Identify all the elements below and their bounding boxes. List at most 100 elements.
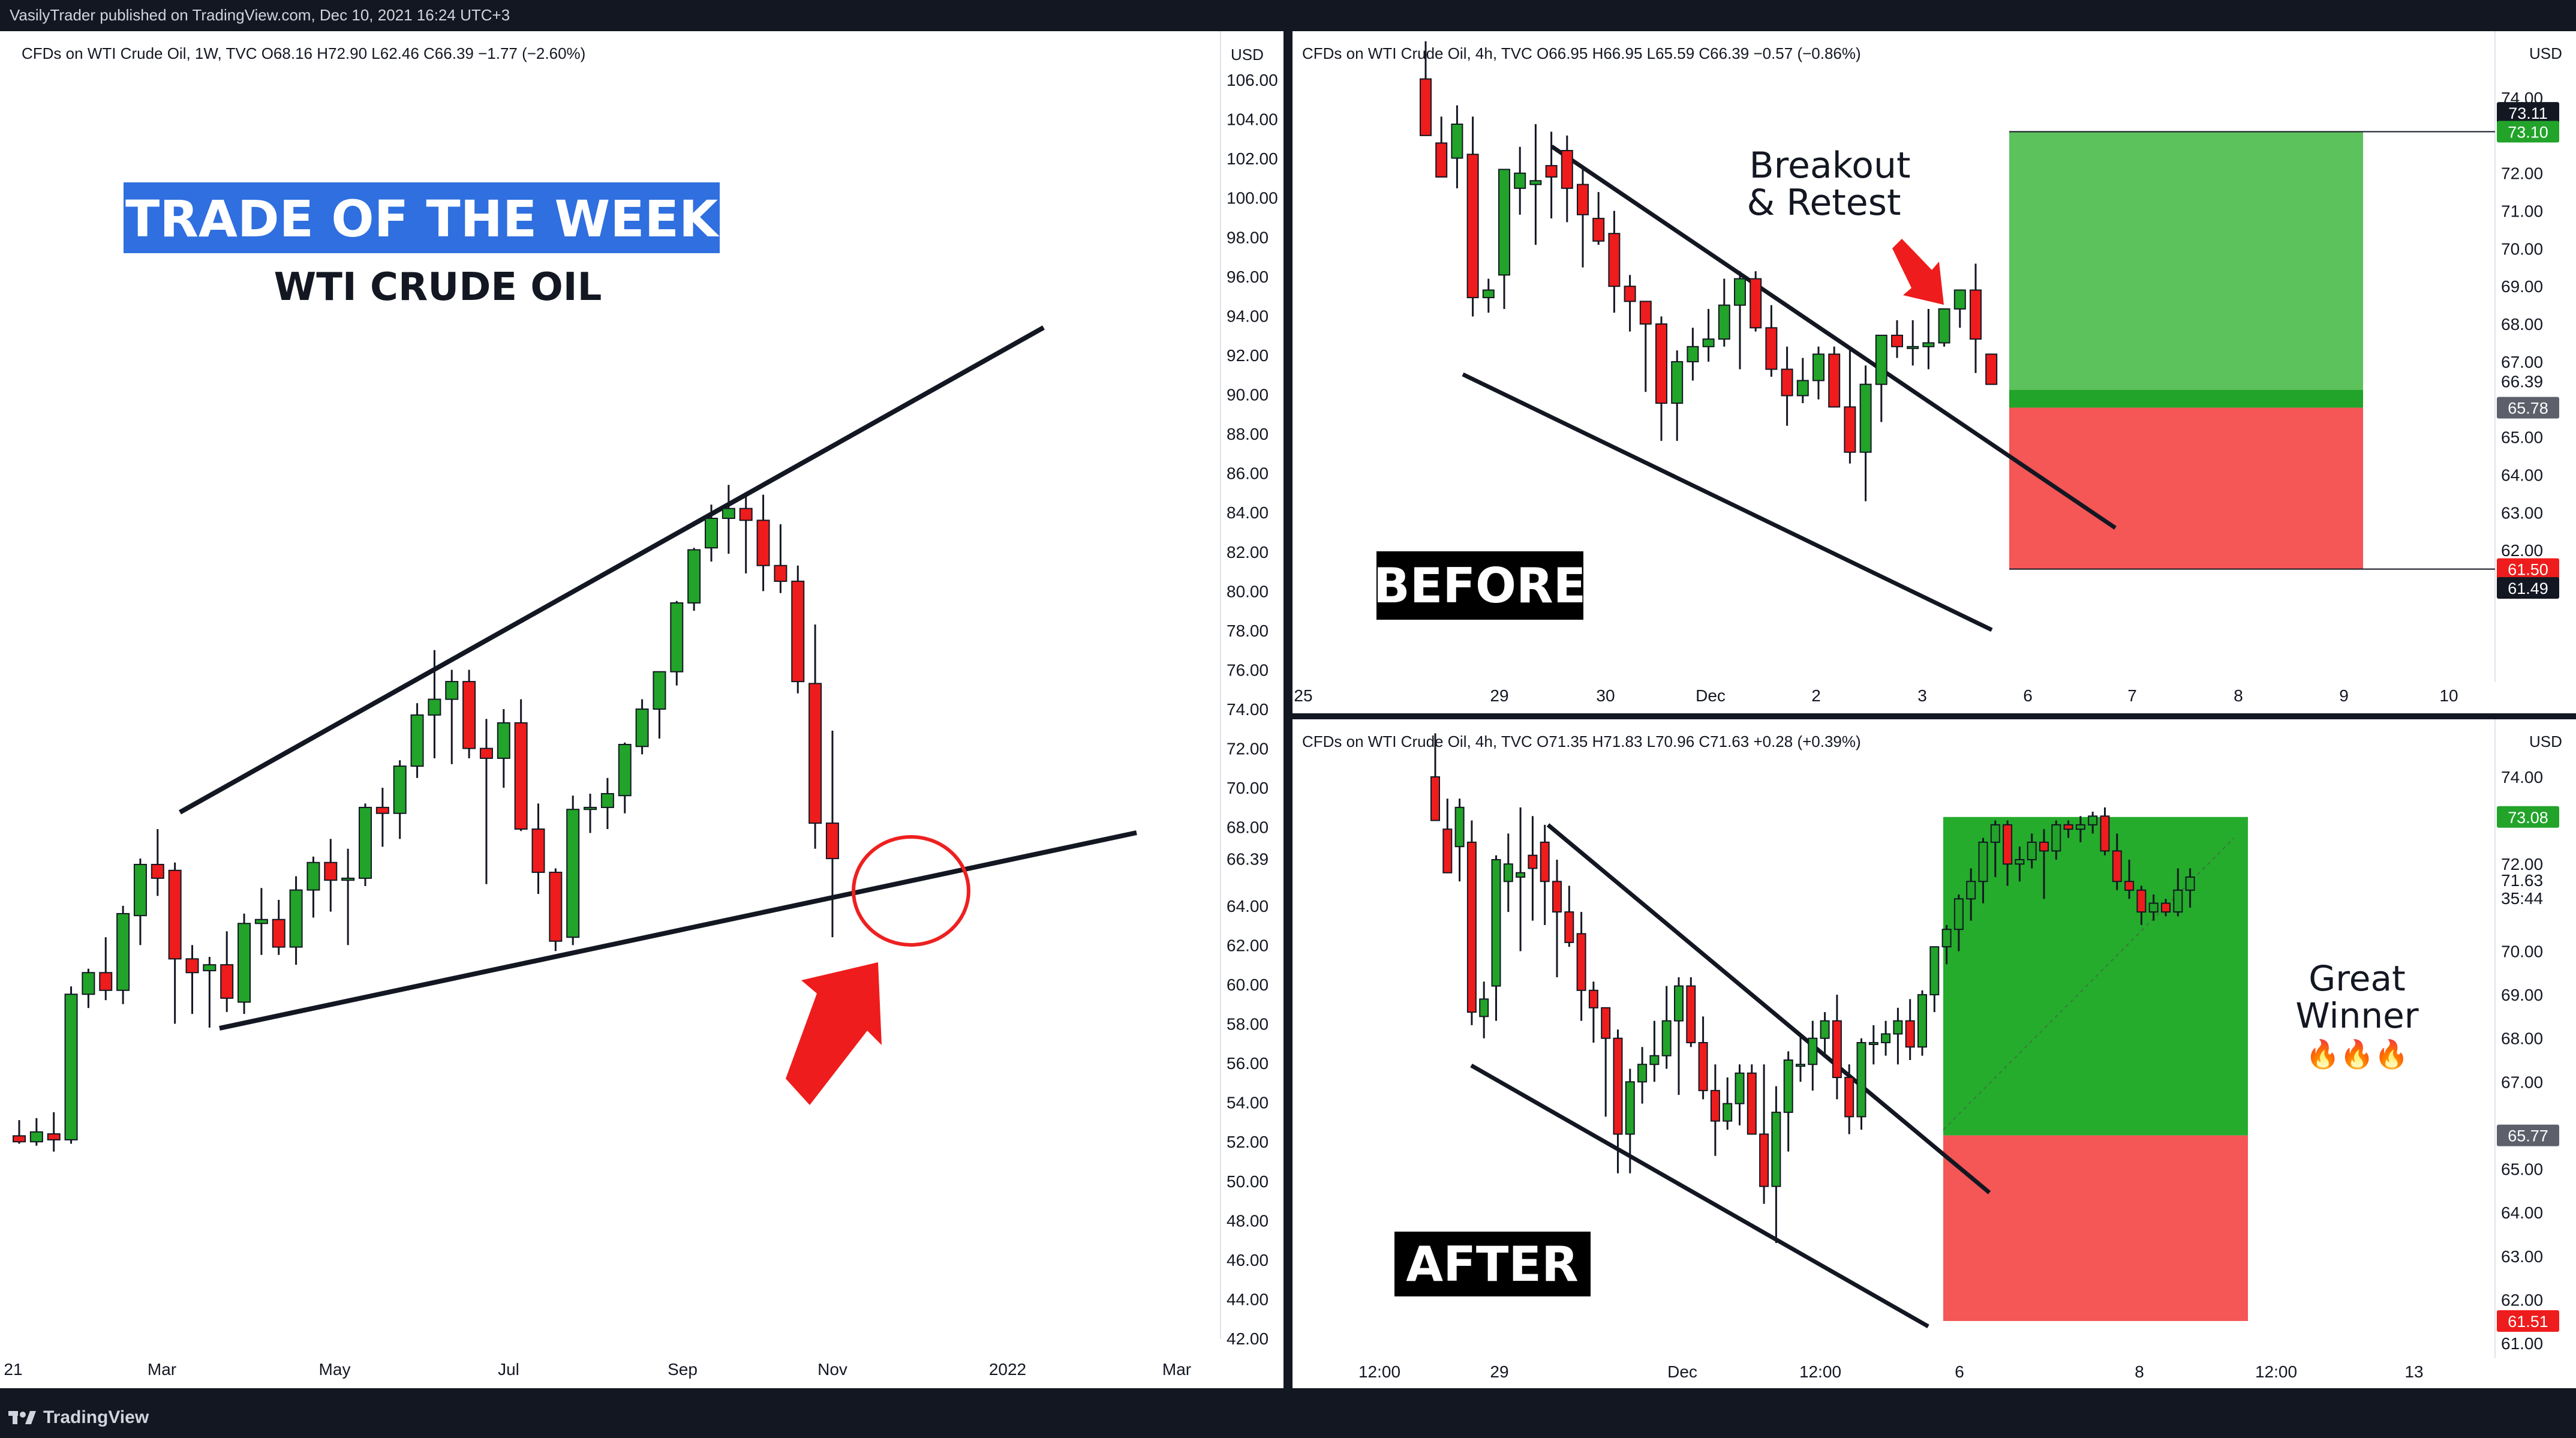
x-tick-label: 2 xyxy=(1811,686,1821,705)
after-candle xyxy=(1796,1064,1805,1067)
chart-header: CFDs on WTI Crude Oil, 4h, TVC O66.95 H6… xyxy=(1302,44,1861,62)
weekly-candle xyxy=(739,508,753,521)
y-tick-label: 100.00 xyxy=(1227,189,1278,208)
after-candle xyxy=(1625,1081,1635,1135)
x-tick-label: 9 xyxy=(2339,686,2349,705)
before-chart[interactable]: CFDs on WTI Crude Oil, 4h, TVC O66.95 H6… xyxy=(1292,31,2576,713)
y-tick-label: 90.00 xyxy=(1227,386,1269,404)
y-tick-label: 106.00 xyxy=(1227,71,1278,89)
before-chart-panel[interactable]: CFDs on WTI Crude Oil, 4h, TVC O66.95 H6… xyxy=(1292,31,2576,713)
after-candle xyxy=(1564,911,1574,943)
before-candle xyxy=(1875,334,1887,385)
y-tick-label: 72.00 xyxy=(1227,740,1269,758)
y-tick-label: 63.00 xyxy=(2501,503,2543,522)
x-tick-label: 29 xyxy=(1490,686,1508,705)
after-candle xyxy=(1844,1077,1854,1118)
fire-emoji-icon: 🔥🔥🔥 xyxy=(2306,1038,2409,1070)
after-chart[interactable]: CFDs on WTI Crude Oil, 4h, TVC O71.35 H7… xyxy=(1292,719,2576,1388)
chart-header: CFDs on WTI Crude Oil, 1W, TVC O68.16 H7… xyxy=(22,44,585,62)
weekly-candle xyxy=(808,683,822,824)
before-candle xyxy=(1482,289,1495,299)
after-candle xyxy=(1990,824,2000,843)
before-candle xyxy=(1671,361,1684,404)
weekly-candle xyxy=(687,549,701,604)
after-candle xyxy=(2148,902,2159,913)
before-candle xyxy=(1529,180,1542,185)
price-tick-label: 66.39 xyxy=(1227,849,1269,868)
after-candle xyxy=(1868,1041,1878,1045)
channel-lower-line xyxy=(1470,1063,1929,1329)
channel-upper-line xyxy=(1550,145,2117,530)
y-tick-label: 63.00 xyxy=(2501,1247,2543,1266)
weekly-candle xyxy=(341,877,355,881)
y-tick-label: 62.00 xyxy=(1227,936,1269,954)
after-candle xyxy=(1454,806,1465,848)
after-candle xyxy=(1771,1112,1781,1187)
after-candle xyxy=(1637,1064,1648,1083)
before-candle xyxy=(1907,346,1919,349)
y-tick-label: 98.00 xyxy=(1227,228,1269,247)
tag-tp: 73.08 xyxy=(2508,809,2548,827)
after-candle xyxy=(2015,858,2025,865)
y-tick-label: 62.00 xyxy=(2501,541,2543,560)
weekly-candle xyxy=(566,809,580,938)
y-tick-label: 52.00 xyxy=(1227,1133,1269,1151)
x-tick-label: 8 xyxy=(2135,1362,2144,1381)
after-chart-panel[interactable]: CFDs on WTI Crude Oil, 4h, TVC O71.35 H7… xyxy=(1292,719,2576,1388)
after-candle xyxy=(2039,841,2049,852)
after-label-bg xyxy=(1394,1232,1591,1296)
after-candle xyxy=(1430,776,1440,821)
weekly-candle xyxy=(618,744,632,797)
after-candle xyxy=(2161,902,2171,913)
x-tick-label: 10 xyxy=(2439,686,2458,705)
y-tick-label: 61.00 xyxy=(2501,1334,2543,1353)
support-line xyxy=(219,830,1137,1031)
tag-sl: 61.50 xyxy=(2508,561,2548,579)
weekly-candle xyxy=(774,565,787,582)
y-tick-label: 62.00 xyxy=(2501,1290,2543,1309)
y-tick-label: 68.00 xyxy=(2501,315,2543,334)
weekly-chart-panel[interactable]: CFDs on WTI Crude Oil, 1W, TVC O68.16 H7… xyxy=(0,31,1284,1388)
footer-bar: TradingView xyxy=(0,1397,2576,1438)
x-tick-label: Mar xyxy=(148,1360,176,1379)
before-candle xyxy=(1420,78,1432,136)
before-candle xyxy=(1718,304,1730,340)
before-label-bg xyxy=(1376,551,1583,620)
tag-sl-low: 61.49 xyxy=(2508,580,2548,598)
x-tick-label: 13 xyxy=(2404,1362,2423,1381)
after-candle xyxy=(1953,898,1964,930)
resistance-line xyxy=(179,325,1045,815)
weekly-candle xyxy=(254,918,268,924)
channel-upper-line xyxy=(1546,823,1991,1194)
y-tick-label: 65.00 xyxy=(2501,428,2543,447)
after-candle xyxy=(1674,985,1684,1022)
y-tick-label: 80.00 xyxy=(1227,582,1269,601)
before-candle xyxy=(1891,334,1903,347)
x-tick-label: 7 xyxy=(2127,686,2137,705)
after-candle xyxy=(1613,1037,1623,1135)
x-tick-label: 6 xyxy=(2023,686,2033,705)
x-tick-label: Mar xyxy=(1162,1360,1191,1379)
weekly-candle xyxy=(497,722,510,759)
before-candle xyxy=(1828,353,1841,408)
after-candle xyxy=(1516,872,1526,878)
entry-band xyxy=(2009,390,2363,408)
red-arrow-icon xyxy=(786,962,882,1105)
after-candle xyxy=(1941,929,1952,948)
currency-label: USD xyxy=(2529,44,2562,62)
y-tick-label: 56.00 xyxy=(1227,1054,1269,1073)
y-tick-label: 96.00 xyxy=(1227,268,1269,286)
tag-countdown: 35:44 xyxy=(2501,889,2543,908)
weekly-candle xyxy=(116,912,130,991)
y-tick-label: 54.00 xyxy=(1227,1094,1269,1112)
weekly-chart[interactable]: CFDs on WTI Crude Oil, 1W, TVC O68.16 H7… xyxy=(0,31,1284,1388)
footer-brand: TradingView xyxy=(43,1407,149,1427)
tag-tp-bg xyxy=(2497,806,2559,828)
weekly-candle xyxy=(653,671,666,710)
x-tick-label: 6 xyxy=(1955,1362,1964,1381)
weekly-candle xyxy=(791,580,805,683)
before-candle xyxy=(1435,142,1448,178)
y-tick-label: 74.00 xyxy=(2501,768,2543,786)
chart-header: CFDs on WTI Crude Oil, 4h, TVC O71.35 H7… xyxy=(1302,732,1861,750)
after-candle xyxy=(1661,1020,1672,1056)
